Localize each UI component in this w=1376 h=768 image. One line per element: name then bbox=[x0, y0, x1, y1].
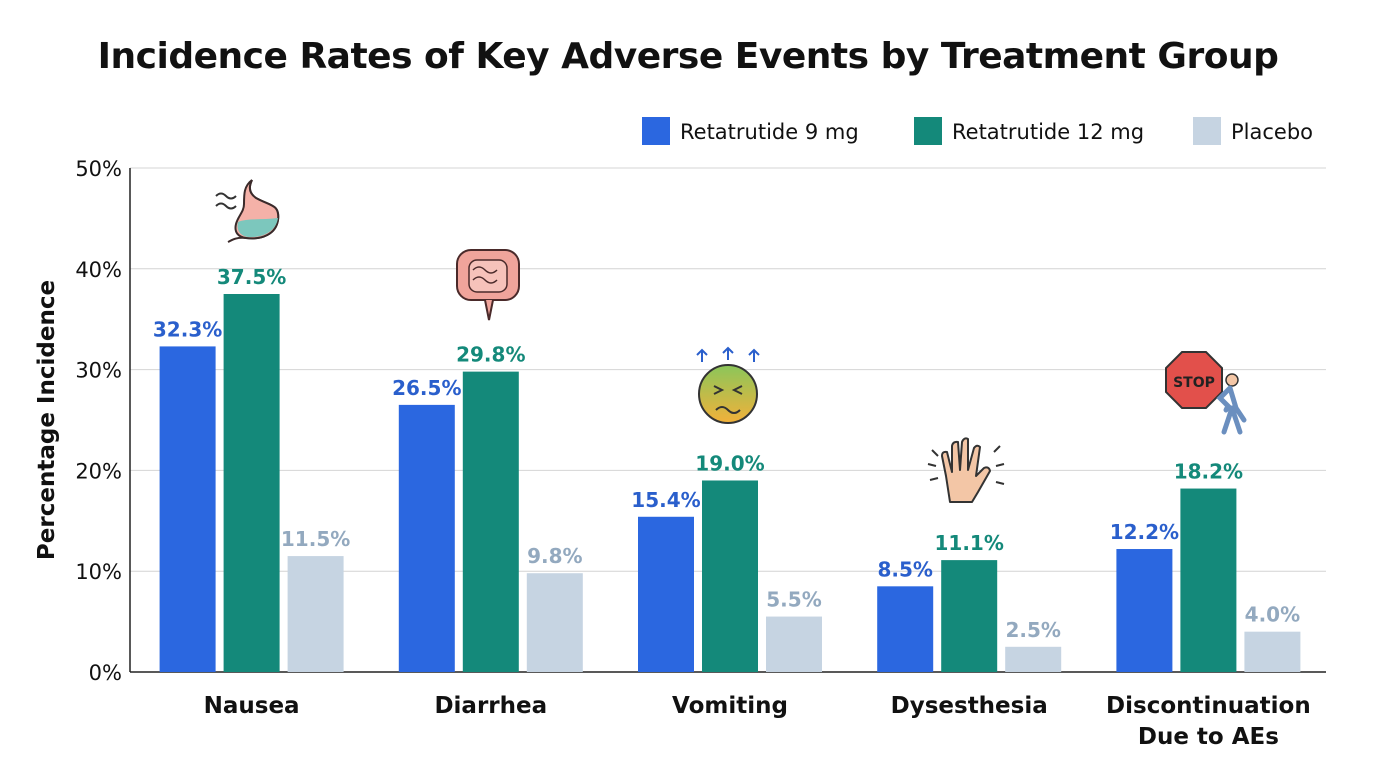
bar bbox=[766, 616, 822, 672]
data-labels: 32.3% 37.5% 11.5% 26.5% 29.8% 9.8% 15.4% 19.0% 5… bbox=[153, 265, 1300, 642]
x-tick-label: Discontinuation bbox=[1106, 693, 1311, 719]
data-label: 29.8% bbox=[456, 343, 525, 367]
bar bbox=[1244, 631, 1301, 672]
data-label: 12.2% bbox=[1110, 520, 1179, 544]
chart-title: Incidence Rates of Key Adverse Events by… bbox=[97, 36, 1279, 77]
legend-swatch bbox=[1193, 117, 1221, 145]
data-label: 11.5% bbox=[281, 527, 350, 551]
y-tick-label: 0% bbox=[89, 661, 122, 685]
y-tick-label: 20% bbox=[75, 459, 122, 483]
data-label: 15.4% bbox=[631, 488, 700, 512]
intestine-icon bbox=[456, 249, 520, 321]
legend-swatch bbox=[914, 117, 942, 145]
y-tick-label: 40% bbox=[75, 258, 122, 282]
data-label: 9.8% bbox=[527, 544, 582, 568]
bar bbox=[159, 346, 216, 672]
bar bbox=[638, 516, 694, 672]
bar bbox=[526, 573, 583, 672]
x-tick-label: Due to AEs bbox=[1138, 724, 1279, 750]
x-tick-label: Vomiting bbox=[672, 693, 788, 719]
bar bbox=[287, 556, 344, 672]
legend-swatch bbox=[642, 117, 670, 145]
data-label: 4.0% bbox=[1245, 603, 1300, 627]
x-axis-ticks: Nausea Diarrhea Vomiting Dysesthesia Discont… bbox=[204, 693, 1311, 750]
nauseated-face-icon bbox=[696, 346, 760, 424]
stop-sign-walker-icon: STOP bbox=[1165, 351, 1247, 435]
data-label: 11.1% bbox=[935, 531, 1004, 555]
bar bbox=[877, 586, 934, 672]
data-label: 26.5% bbox=[392, 376, 461, 400]
legend: Retatrutide 9 mg Retatrutide 12 mg Placebo bbox=[642, 117, 1313, 145]
y-tick-label: 10% bbox=[75, 560, 122, 584]
stomach-icon bbox=[215, 179, 280, 243]
legend-label: Retatrutide 9 mg bbox=[680, 120, 859, 144]
data-label: 37.5% bbox=[217, 265, 286, 289]
data-label: 5.5% bbox=[766, 588, 821, 612]
bars bbox=[159, 294, 1301, 672]
y-tick-label: 30% bbox=[75, 359, 122, 383]
bar bbox=[1116, 549, 1173, 672]
svg-text:STOP: STOP bbox=[1173, 375, 1215, 391]
bar bbox=[462, 371, 519, 672]
bar bbox=[702, 480, 758, 672]
data-label: 19.0% bbox=[695, 451, 764, 475]
x-tick-label: Diarrhea bbox=[434, 693, 547, 719]
tingling-hand-icon bbox=[927, 437, 1005, 503]
bar bbox=[223, 294, 280, 672]
data-label: 2.5% bbox=[1005, 618, 1060, 642]
data-label: 8.5% bbox=[877, 557, 932, 581]
legend-label: Placebo bbox=[1231, 120, 1313, 144]
y-axis-label: Percentage Incidence bbox=[34, 280, 60, 560]
y-axis-ticks: 0% 10% 20% 30% 40% 50% Percentage Incidence bbox=[34, 157, 122, 685]
data-label: 18.2% bbox=[1174, 460, 1243, 484]
bar bbox=[1005, 646, 1062, 672]
bar bbox=[1180, 488, 1237, 672]
x-tick-label: Dysesthesia bbox=[891, 693, 1048, 719]
y-tick-label: 50% bbox=[75, 157, 122, 181]
data-label: 32.3% bbox=[153, 317, 222, 341]
x-tick-label: Nausea bbox=[204, 693, 300, 719]
bar bbox=[941, 560, 998, 672]
bar bbox=[398, 404, 455, 672]
legend-label: Retatrutide 12 mg bbox=[952, 120, 1144, 144]
